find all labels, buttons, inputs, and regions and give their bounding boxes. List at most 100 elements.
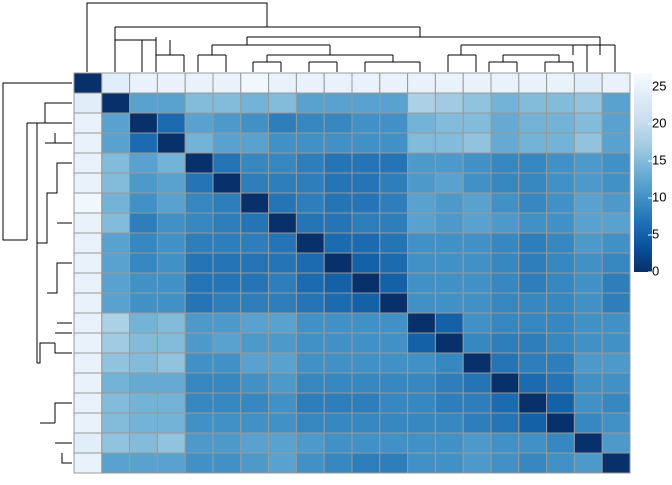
cell: [601, 432, 631, 454]
cell: [240, 152, 270, 174]
column-dendrogram: [86, 2, 616, 72]
cell: [184, 152, 214, 174]
cell: [573, 152, 603, 174]
cell: [379, 332, 409, 354]
cell: [212, 72, 242, 94]
cell: [129, 372, 158, 394]
cell: [573, 272, 603, 294]
cell: [546, 112, 575, 134]
cell: [129, 212, 158, 234]
cell: [407, 172, 436, 194]
cell: [101, 172, 131, 194]
cell: [351, 332, 381, 354]
cell: [490, 372, 520, 394]
cell: [490, 252, 520, 274]
cell: [156, 92, 186, 114]
cell: [212, 172, 242, 194]
cell: [407, 292, 436, 314]
cell: [156, 392, 186, 414]
cell: [518, 212, 548, 234]
cell: [240, 372, 270, 394]
cell: [184, 392, 214, 414]
cell: [351, 432, 381, 454]
cell: [73, 372, 103, 394]
cell: [601, 92, 631, 114]
cell: [434, 232, 464, 254]
cell: [351, 172, 381, 194]
cell: [184, 332, 214, 354]
cell: [407, 432, 436, 454]
cell: [490, 432, 520, 454]
cell: [379, 292, 409, 314]
cell: [268, 212, 297, 234]
cell: [379, 72, 409, 94]
cell: [518, 452, 548, 474]
cell: [323, 192, 353, 214]
cell: [129, 232, 158, 254]
cell: [101, 432, 131, 454]
cell: [212, 372, 242, 394]
cell: [323, 132, 353, 154]
cell: [184, 412, 214, 434]
cell: [156, 332, 186, 354]
cell: [434, 312, 464, 334]
colorbar-tick-label: 25: [652, 78, 666, 93]
cell: [379, 212, 409, 234]
cell: [434, 252, 464, 274]
cell: [351, 112, 381, 134]
cell: [268, 292, 297, 314]
cell: [184, 212, 214, 234]
cell: [129, 292, 158, 314]
cell: [490, 212, 520, 234]
cell: [268, 272, 297, 294]
cell: [73, 112, 103, 134]
cell: [462, 92, 492, 114]
cell: [156, 372, 186, 394]
cell: [518, 352, 548, 374]
cell: [156, 112, 186, 134]
cell: [434, 172, 464, 194]
cell: [156, 272, 186, 294]
cell: [462, 232, 492, 254]
cell: [434, 412, 464, 434]
cell: [462, 272, 492, 294]
cell: [407, 232, 436, 254]
cell: [573, 392, 603, 414]
cell: [268, 332, 297, 354]
cell: [407, 72, 436, 94]
cell: [379, 232, 409, 254]
cell: [101, 112, 131, 134]
cell: [518, 72, 548, 94]
cell: [518, 392, 548, 414]
cell: [462, 152, 492, 174]
cell: [379, 152, 409, 174]
cell: [546, 72, 575, 94]
cell: [101, 452, 131, 474]
cell: [462, 372, 492, 394]
cell: [351, 452, 381, 474]
cell: [73, 432, 103, 454]
cell: [573, 192, 603, 214]
cell: [129, 272, 158, 294]
cell: [379, 372, 409, 394]
cell: [573, 452, 603, 474]
cell: [351, 252, 381, 274]
cell: [462, 72, 492, 94]
cell: [407, 452, 436, 474]
cell: [462, 132, 492, 154]
cell: [295, 312, 325, 334]
cell: [323, 372, 353, 394]
cell: [351, 132, 381, 154]
cell: [73, 392, 103, 414]
cell: [101, 332, 131, 354]
cell: [518, 152, 548, 174]
cell: [212, 272, 242, 294]
cell: [295, 172, 325, 194]
cell: [240, 392, 270, 414]
cell: [323, 212, 353, 234]
cell: [268, 352, 297, 374]
cell: [101, 252, 131, 274]
cell: [462, 112, 492, 134]
cell: [156, 132, 186, 154]
